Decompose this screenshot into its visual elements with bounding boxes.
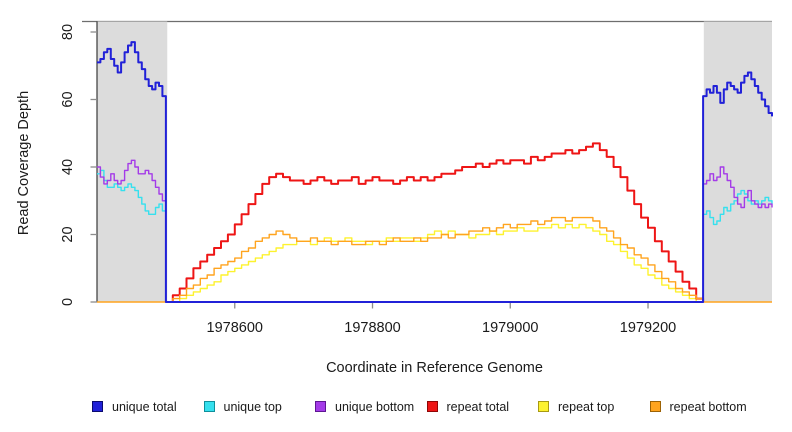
masked-region-shade-right — [703, 21, 772, 302]
series-repeat-bottom-line — [97, 216, 772, 303]
legend-swatch-unique-top — [203, 401, 215, 412]
legend-swatch-unique-bottom — [315, 401, 326, 412]
series-unique-total-line — [97, 41, 773, 303]
legend-item-unique-total: unique total — [92, 399, 177, 414]
chart-legend: unique total unique top unique bottom repea… — [0, 399, 792, 417]
x-tick-label: 1979000 — [482, 320, 538, 336]
legend-item-unique-bottom: unique bottom — [315, 399, 414, 414]
series-repeat-top-line — [165, 223, 704, 303]
y-tick-label: 40 — [60, 159, 76, 175]
legend-item-unique-top: unique top — [203, 399, 282, 414]
legend-swatch-unique-total — [92, 401, 103, 412]
legend-label: unique bottom — [335, 399, 415, 414]
legend-label: unique total — [112, 399, 177, 414]
legend-item-repeat-bottom: repeat bottom — [649, 399, 747, 414]
x-tick-label: 1978800 — [344, 320, 400, 336]
y-tick-label: 0 — [60, 298, 76, 306]
legend-label: repeat top — [558, 399, 615, 414]
x-axis-title: Coordinate in Reference Genome — [326, 360, 543, 376]
legend-swatch-repeat-top — [538, 401, 549, 412]
x-tick-label: 1978600 — [207, 320, 263, 336]
series-repeat-total-line — [165, 142, 705, 303]
y-tick-label: 60 — [60, 91, 76, 107]
legend-swatch-repeat-total — [426, 401, 438, 412]
masked-region-shade-left — [97, 21, 168, 302]
x-tick-label: 1979200 — [620, 320, 676, 336]
legend-item-repeat-total: repeat total — [426, 399, 510, 414]
coverage-chart: 1978600 1978800 1979000 1979200 0 20 40 60 80 — [60, 20, 773, 336]
y-tick-label: 20 — [60, 226, 76, 242]
legend-label: repeat total — [446, 399, 510, 414]
legend-swatch-repeat-bottom — [649, 401, 661, 412]
legend-label: unique top — [223, 399, 282, 414]
legend-label: repeat bottom — [669, 399, 747, 414]
legend-item-repeat-top: repeat top — [538, 399, 614, 414]
y-tick-label: 80 — [60, 24, 76, 40]
y-axis-title: Read Coverage Depth — [16, 90, 32, 236]
